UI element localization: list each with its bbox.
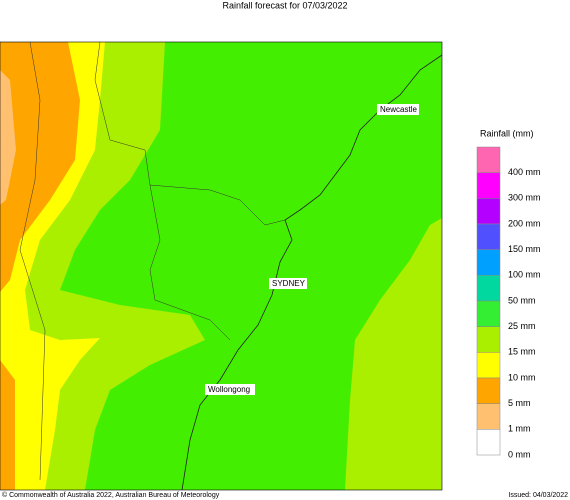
- zone-orange: [0, 42, 80, 292]
- zone-orange: [0, 360, 15, 490]
- legend-swatch: [476, 198, 501, 225]
- legend-label: 10 mm: [508, 372, 536, 382]
- place-label: Newcastle: [380, 105, 417, 114]
- map-frame: [0, 41, 443, 491]
- place-label-box: [269, 278, 307, 289]
- legend-label: 1 mm: [508, 424, 531, 434]
- legend-label: 5 mm: [508, 398, 531, 408]
- legend-label: 300 mm: [508, 193, 541, 203]
- legend-label: 25 mm: [508, 321, 536, 331]
- legend: Rainfall (mm) 400 mm 300 mm 200 mm 150 mm 10…: [476, 128, 541, 459]
- legend-label: 100 mm: [508, 270, 541, 280]
- zone-light-orange: [0, 70, 16, 205]
- legend-swatch: [476, 275, 501, 302]
- legend-label: 50 mm: [508, 295, 536, 305]
- zone-yellow-green: [345, 218, 442, 490]
- place-label-box: [377, 104, 419, 115]
- legend-swatch: [476, 223, 501, 250]
- legend-swatch: [476, 403, 501, 430]
- legend-title: Rainfall (mm): [480, 128, 534, 138]
- legend-swatch: [476, 429, 501, 456]
- legend-swatch: [476, 326, 501, 353]
- legend-label: 400 mm: [508, 167, 541, 177]
- legend-swatch: [476, 352, 501, 379]
- place-label-box: [205, 384, 255, 395]
- boundary: [19, 41, 286, 481]
- place-label: Wollongong: [208, 385, 250, 394]
- map-title: Rainfall forecast for 07/03/2022: [222, 0, 347, 10]
- legend-swatch: [476, 146, 501, 173]
- legend-label: 15 mm: [508, 347, 536, 357]
- legend-label: 150 mm: [508, 244, 541, 254]
- place-label: SYDNEY: [272, 279, 306, 288]
- legend-swatch: [476, 377, 501, 404]
- issued-date: Issued: 04/03/2022: [508, 492, 568, 499]
- copyright: © Commonwealth of Australia 2022, Austra…: [2, 491, 220, 499]
- legend-label: 200 mm: [508, 218, 541, 228]
- legend-label: 0 mm: [508, 449, 531, 459]
- legend-swatch: [476, 300, 501, 327]
- legend-swatch: [476, 172, 501, 199]
- legend-swatch: [476, 249, 501, 276]
- map: Newcastle SYDNEY Wollongong: [0, 41, 443, 491]
